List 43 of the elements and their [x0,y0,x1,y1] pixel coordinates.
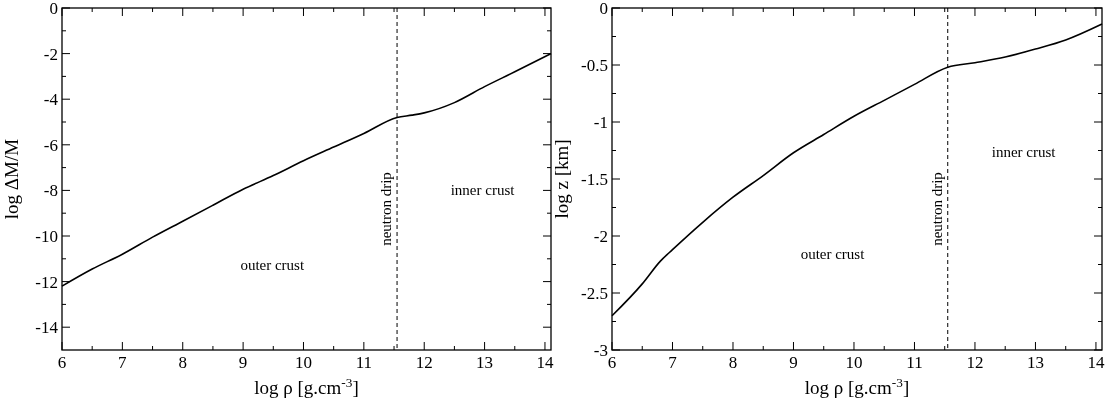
x-tick-label: 13 [1026,353,1044,372]
y-tick-label: 0 [599,0,608,18]
x-tick-label: 10 [294,353,312,372]
y-tick-label: 0 [49,0,58,18]
x-tick-label: 8 [728,353,738,372]
y-axis-title: log ΔM/M [1,138,22,220]
y-tick-label: -4 [43,90,59,110]
x-tick-label: 8 [178,353,187,372]
ref-line-label: neutron drip [378,172,395,246]
y-axis-title: log z [km] [551,139,572,219]
x-tick-label: 7 [118,353,128,372]
y-tick-label: -1.5 [581,169,608,189]
x-tick-label: 13 [476,353,494,372]
x-axis-title: log ρ [g.cm$^{-3}$] [804,374,910,398]
x-tick-label: 11 [906,353,923,372]
y-tick-label: -14 [35,318,59,338]
ref-line-label: neutron drip [928,172,945,246]
annotation: outer crust [240,256,305,273]
y-tick-label: -8 [43,181,58,201]
y-tick-label: -2 [43,44,58,64]
annotation: inner crust [991,143,1057,160]
x-tick-label: 9 [789,353,798,372]
x-tick-label: 7 [668,353,678,372]
x-axis-title: log ρ [g.cm$^{-3}$] [254,374,359,398]
x-tick-label: 14 [536,353,554,372]
x-tick-label: 9 [238,353,248,372]
x-tick-label: 6 [57,353,67,372]
x-tick-label: 11 [355,353,373,372]
y-tick-label: -0.5 [581,55,608,75]
x-tick-label: 12 [415,353,433,372]
x-tick-label: 6 [607,353,617,372]
y-tick-label: -2.5 [581,283,608,303]
y-tick-label: -6 [43,135,58,155]
y-tick-label: -12 [35,272,58,292]
x-tick-label: 12 [966,353,984,372]
x-tick-label: 14 [1087,353,1105,372]
annotation: outer crust [800,246,866,263]
x-tick-label: 10 [845,353,863,372]
y-tick-label: -1 [593,112,608,132]
y-tick-label: -2 [593,226,608,246]
y-tick-label: -3 [593,340,608,360]
annotation: inner crust [450,181,516,198]
y-tick-label: -10 [35,226,58,246]
